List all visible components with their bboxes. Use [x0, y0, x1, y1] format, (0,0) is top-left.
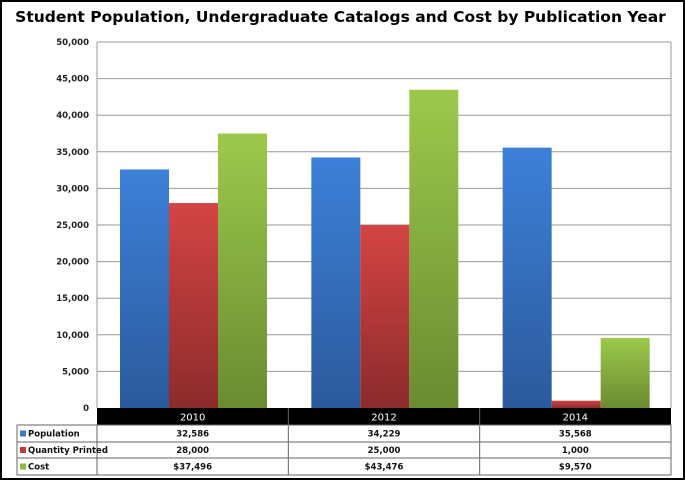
- bar-population-2010: [120, 169, 169, 408]
- table-header-2012: 2012: [371, 413, 396, 424]
- y-tick-label: 15,000: [56, 294, 89, 304]
- table-header-2014: 2014: [563, 413, 588, 424]
- y-tick-label: 20,000: [56, 258, 89, 268]
- y-tick-label: 0: [83, 404, 89, 414]
- data-table-border: [16, 424, 672, 476]
- table-header-2010: 2010: [180, 413, 205, 424]
- table-cell: 34,229: [368, 430, 401, 440]
- table-cell: $9,570: [559, 463, 592, 473]
- table-cell: $43,476: [365, 463, 404, 473]
- bar-cost-2014: [600, 337, 650, 408]
- table-cell: 1,000: [562, 446, 589, 456]
- table-cell: $37,496: [173, 463, 212, 473]
- y-tick-label: 25,000: [56, 221, 89, 231]
- y-tick-label: 40,000: [56, 111, 89, 121]
- table-header-row: [97, 408, 671, 425]
- y-tick-label: 50,000: [56, 38, 89, 48]
- bar-population-2014: [502, 147, 552, 408]
- chart-title: Student Population, Undergraduate Catalo…: [15, 8, 666, 26]
- y-tick-label: 30,000: [56, 184, 89, 194]
- bar-population-2012: [311, 157, 361, 408]
- bar-cost-2012: [409, 89, 459, 408]
- bar-quantity-printed-2012: [360, 225, 410, 408]
- legend-label: Quantity Printed: [28, 446, 108, 456]
- table-cell: 28,000: [176, 446, 209, 456]
- legend-swatch-quantity-printed: [20, 447, 26, 453]
- legend-label: Cost: [28, 463, 49, 473]
- bar-cost-2010: [218, 133, 267, 408]
- y-tick-label: 10,000: [56, 331, 89, 341]
- y-tick-label: 35,000: [56, 148, 89, 158]
- bar-quantity-printed-2010: [169, 203, 218, 408]
- table-cell: 35,568: [559, 430, 592, 440]
- legend-swatch-cost: [20, 463, 26, 470]
- legend-label: Population: [28, 430, 80, 440]
- table-cell: 25,000: [368, 446, 401, 456]
- table-cell: 32,586: [176, 430, 209, 440]
- bar-quantity-printed-2014: [551, 400, 601, 408]
- y-tick-label: 5,000: [62, 367, 89, 377]
- legend-swatch-population: [20, 430, 26, 437]
- y-tick-label: 45,000: [56, 75, 89, 85]
